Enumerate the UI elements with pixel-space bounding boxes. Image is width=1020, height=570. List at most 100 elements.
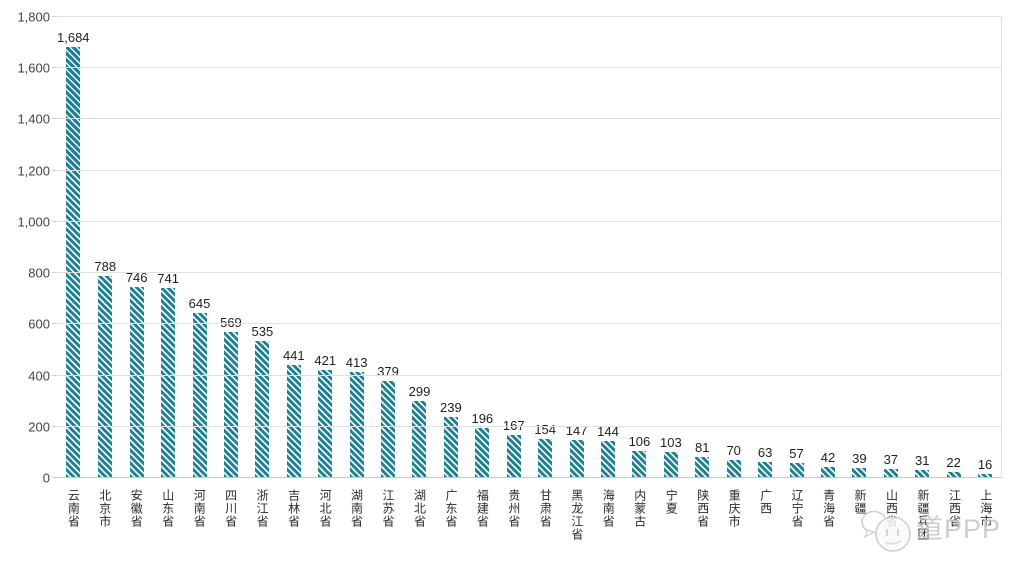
x-axis-cell: 海南省: [592, 489, 623, 567]
x-axis-cell: 广西: [749, 489, 780, 567]
bar-column: 421: [310, 17, 341, 478]
y-tick-label: 0: [42, 470, 50, 486]
x-axis-cell: 新疆: [844, 489, 875, 567]
bar: [192, 312, 207, 478]
bar-column: 167: [498, 17, 529, 478]
y-tick-label: 1,600: [17, 60, 50, 76]
bar-column: 42: [812, 17, 843, 478]
x-axis-cell: 北京市: [88, 489, 119, 567]
bar: [475, 427, 490, 478]
bar: [915, 470, 930, 478]
x-axis-cell: 湖南省: [340, 489, 371, 567]
x-axis-cell: 青海省: [812, 489, 843, 567]
x-axis-cell: 云南省: [57, 489, 88, 567]
bar-column: 22: [938, 17, 969, 478]
x-axis-cell: 河南省: [183, 489, 214, 567]
bar-column: 103: [655, 17, 686, 478]
x-axis-cell: 浙江省: [246, 489, 277, 567]
x-axis-cell: 贵州省: [498, 489, 529, 567]
bar-value-label: 39: [852, 451, 867, 467]
bar: [506, 435, 521, 478]
y-tick-label: 200: [28, 419, 50, 435]
gridline: [57, 374, 1001, 376]
gridline: [57, 272, 1001, 274]
bar-value-label: 22: [946, 455, 961, 471]
bar: [255, 340, 270, 478]
bar-value-label: 70: [726, 443, 741, 459]
x-tick-label: 辽宁省: [790, 489, 805, 528]
y-tick-label: 800: [28, 265, 50, 281]
x-tick-label: 广东省: [443, 489, 458, 528]
x-axis-cell: 黑龙江省: [561, 489, 592, 567]
y-tick-mark: [52, 169, 57, 171]
x-tick-label: 甘肃省: [538, 489, 553, 528]
bar-value-label: 63: [757, 444, 773, 460]
bar-column: 37: [875, 17, 906, 478]
x-tick-label: 新疆兵团: [915, 489, 930, 541]
gridline: [57, 323, 1001, 325]
x-tick-label: 湖北省: [412, 489, 427, 528]
bar-column: 39: [844, 17, 875, 478]
bar-column: 16: [969, 17, 1000, 478]
bar: [349, 372, 364, 478]
gridline: [57, 118, 1001, 120]
x-axis-cell: 吉林省: [277, 489, 308, 567]
x-tick-label: 河北省: [318, 489, 333, 528]
bar-value-label: 42: [820, 450, 836, 466]
gridline: [57, 16, 1001, 17]
bar: [129, 286, 144, 478]
bar: [852, 468, 867, 478]
bar-value-label: 741: [157, 271, 179, 287]
bar-column: 441: [278, 17, 309, 478]
bar-value-label: 379: [377, 363, 399, 379]
bar-value-label: 16: [977, 456, 993, 472]
bar-value-label: 81: [695, 440, 710, 456]
bar-value-label: 746: [125, 269, 148, 285]
x-axis-cell: 辽宁省: [781, 489, 812, 567]
bar-value-label: 421: [314, 353, 337, 369]
bar: [318, 370, 333, 478]
bar-column: 1,684: [57, 17, 90, 478]
x-tick-label: 湖南省: [349, 489, 364, 528]
bar-value-label: 147: [565, 423, 588, 439]
bar-column: 746: [121, 17, 152, 478]
bar-column: 239: [435, 17, 466, 478]
bar-value-label: 788: [94, 259, 117, 275]
bar-column: 299: [404, 17, 435, 478]
bar: [632, 450, 647, 478]
y-tick-mark: [52, 477, 57, 478]
x-axis-cell: 福建省: [466, 489, 497, 567]
bars-row: 1,684 788 746 741 645 569 535 441 421 413 379 299 23…: [57, 17, 1001, 478]
bar-value-label: 57: [789, 446, 804, 462]
gridline: [57, 67, 1001, 69]
x-axis-cell: 山西省: [875, 489, 906, 567]
bar: [758, 461, 773, 478]
x-tick-label: 山西省: [884, 489, 899, 528]
y-tick-label: 1,200: [17, 163, 50, 179]
bar-value-label: 239: [440, 399, 462, 415]
bar-column: 741: [152, 17, 183, 478]
y-tick-label: 1,000: [17, 214, 50, 230]
bar-value-label: 299: [408, 384, 431, 400]
y-tick-label: 1,400: [17, 111, 50, 127]
bar-value-label: 103: [660, 434, 682, 450]
bar-value-label: 154: [534, 421, 557, 437]
bar-column: 63: [749, 17, 780, 478]
bar-column: 535: [247, 17, 278, 478]
bar: [726, 460, 741, 478]
y-tick-mark: [52, 67, 57, 69]
y-tick-mark: [52, 220, 57, 222]
bar: [538, 438, 553, 478]
x-tick-label: 宁夏: [664, 489, 679, 515]
x-tick-label: 浙江省: [255, 489, 270, 528]
x-axis-cell: 四川省: [214, 489, 245, 567]
bar: [789, 463, 804, 478]
x-tick-label: 新疆: [853, 489, 868, 515]
bar-column: 70: [718, 17, 749, 478]
y-tick-label: 1,800: [17, 9, 50, 25]
x-axis-cell: 重庆市: [718, 489, 749, 567]
bar-value-label: 37: [883, 451, 899, 467]
bar-column: 569: [215, 17, 246, 478]
x-tick-label: 江西省: [947, 489, 962, 528]
bar-column: 154: [529, 17, 560, 478]
